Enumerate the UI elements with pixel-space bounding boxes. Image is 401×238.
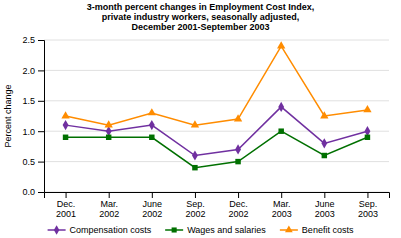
y-tick-label: 0.0: [22, 187, 35, 197]
x-tick-label: Dec.2001: [56, 199, 76, 219]
y-tick: 0.0: [22, 187, 44, 197]
point: [149, 120, 155, 130]
point: [192, 150, 198, 160]
x-tick-mark: [152, 192, 153, 198]
y-tick-mark: [38, 192, 44, 193]
point: [63, 135, 68, 140]
legend-item: Wages and salaries: [165, 225, 266, 235]
x-tick: Mar.2002: [99, 192, 119, 219]
y-tick-label: 2.0: [22, 66, 35, 76]
x-tick-label: Sep.2002: [185, 199, 205, 219]
x-tick: Dec.2001: [56, 192, 76, 219]
series: [61, 41, 371, 127]
series: [63, 102, 371, 161]
point: [63, 120, 69, 130]
series-line: [66, 107, 368, 156]
point: [321, 138, 327, 148]
y-tick: 0.5: [22, 157, 44, 167]
point: [234, 114, 242, 121]
y-tick-label: 1.5: [22, 96, 35, 106]
y-tick: 2.5: [22, 35, 44, 45]
y-tick-mark: [38, 40, 44, 41]
legend-label: Wages and salaries: [187, 225, 266, 235]
point: [148, 108, 156, 115]
point: [106, 135, 111, 140]
x-tick: June2003: [315, 192, 335, 219]
x-tick-label: June2003: [315, 199, 335, 219]
grid-line: [44, 100, 389, 101]
x-tick: Sep.2002: [185, 192, 205, 219]
point: [278, 102, 284, 112]
x-tick: Mar.2003: [272, 192, 292, 219]
x-tick-mark: [238, 192, 239, 198]
grid: [44, 40, 389, 192]
point: [320, 111, 328, 118]
y-axis-line: [38, 41, 45, 193]
y-tick: 2.0: [22, 66, 44, 76]
point: [235, 144, 241, 154]
series-line: [66, 46, 368, 125]
grid-line: [44, 131, 389, 132]
x-tick-mark: [367, 192, 368, 198]
legend-item: Benefit costs: [280, 225, 354, 235]
y-tick: 1.0: [22, 127, 44, 137]
x-tick-label: Dec.2002: [229, 199, 249, 219]
point: [191, 120, 199, 127]
point: [192, 165, 197, 170]
y-tick-label: 1.0: [22, 127, 35, 137]
x-tick-mark: [281, 192, 282, 198]
x-axis-line: [45, 193, 390, 199]
legend-item: Compensation costs: [48, 225, 152, 235]
plot: 0.0 0.5 1.0 1.5 2.0 2.5 Dec.2001 Mar.2002 June20…: [22, 35, 389, 219]
point: [149, 135, 154, 140]
x-tick-label: June2002: [142, 199, 162, 219]
x-tick: Sep.2003: [358, 192, 378, 219]
y-tick-mark: [38, 101, 44, 102]
point: [105, 120, 113, 127]
marks: [61, 41, 371, 170]
legend-marker: [54, 225, 59, 234]
grid-line: [44, 70, 389, 71]
point: [277, 41, 285, 48]
legend: Compensation costs Wages and salaries Bene…: [48, 225, 354, 235]
x-tick: June2002: [142, 192, 162, 219]
point: [235, 159, 240, 164]
grid-line: [44, 161, 389, 162]
point: [322, 153, 327, 158]
x-tick: Dec.2002: [229, 192, 249, 219]
y-tick-label: 0.5: [22, 157, 35, 167]
x-tick-label: Mar.2002: [99, 199, 119, 219]
x-axis: Dec.2001 Mar.2002 June2002 Sep.2002 Dec.2002…: [45, 192, 390, 219]
y-tick-mark: [38, 131, 44, 132]
legend-label: Benefit costs: [302, 225, 354, 235]
y-tick-label: 2.5: [22, 35, 35, 45]
chart: 3-month percent changes in Employment Co…: [0, 0, 401, 238]
title: 3-month percent changes in Employment Co…: [87, 2, 315, 32]
grid-line: [44, 40, 389, 41]
y-tick-mark: [38, 162, 44, 163]
point: [365, 135, 370, 140]
series: [63, 128, 370, 170]
y-tick-mark: [38, 70, 44, 71]
x-tick-mark: [195, 192, 196, 198]
point: [278, 128, 283, 133]
x-tick-label: Mar.2003: [272, 199, 292, 219]
x-tick-mark: [66, 192, 67, 198]
series-line: [66, 131, 368, 167]
x-tick-label: Sep.2003: [358, 199, 378, 219]
y-tick: 1.5: [22, 96, 44, 106]
point: [363, 105, 371, 112]
legend-label: Compensation costs: [70, 225, 152, 235]
point: [61, 111, 69, 118]
legend-marker: [285, 226, 293, 233]
y-axis-title: Percent change: [3, 84, 13, 147]
x-tick-mark: [324, 192, 325, 198]
legend-marker: [172, 227, 177, 232]
x-tick-mark: [109, 192, 110, 198]
y-axis: 0.0 0.5 1.0 1.5 2.0 2.5: [22, 35, 44, 197]
